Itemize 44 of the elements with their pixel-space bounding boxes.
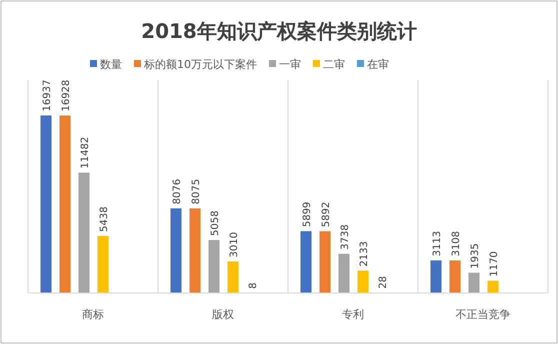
- bar: [338, 254, 350, 293]
- data-label: 1935: [470, 243, 481, 269]
- data-label: 3113: [432, 230, 443, 256]
- bar: [488, 280, 498, 293]
- bar: [208, 240, 220, 293]
- bar: [300, 231, 312, 293]
- bar: [40, 115, 52, 293]
- legend-label: 一审: [279, 58, 301, 71]
- data-label: 16928: [61, 80, 72, 112]
- legend-label: 数量: [100, 58, 122, 71]
- bar: [320, 231, 330, 293]
- x-tick-label: 专利: [342, 308, 364, 321]
- data-label: 3738: [340, 224, 351, 250]
- bar: [190, 208, 200, 293]
- bar: [450, 260, 460, 293]
- bar: [60, 116, 70, 293]
- bar: [228, 261, 238, 293]
- data-label: 3010: [229, 232, 240, 258]
- data-label: 5058: [210, 210, 221, 236]
- x-tick-label: 商标: [82, 308, 104, 321]
- x-tick-label: 版权: [212, 308, 234, 321]
- data-label: 5892: [321, 202, 332, 228]
- bar: [468, 272, 480, 293]
- data-label: 3108: [451, 230, 462, 256]
- data-label: 8076: [172, 178, 183, 204]
- data-label: 5899: [302, 202, 313, 228]
- data-label: 2133: [359, 241, 370, 267]
- x-tick-label: 不正当竞争: [456, 308, 510, 321]
- data-label: 11482: [80, 136, 91, 169]
- bar: [430, 260, 442, 293]
- legend-label: 标的额10万元以下案件: [143, 58, 257, 71]
- legend-label: 二审: [323, 58, 345, 71]
- data-label: 8: [248, 282, 259, 289]
- legend-label: 在审: [367, 58, 389, 71]
- data-label: 8075: [191, 178, 202, 204]
- data-label: 1170: [489, 251, 500, 277]
- bar: [78, 172, 90, 293]
- bar: [98, 236, 108, 293]
- bar: [358, 270, 368, 293]
- chart-title: 2018年知识产权案件类别统计: [141, 19, 417, 43]
- data-label: 16937: [42, 80, 53, 112]
- data-label: 28: [378, 276, 389, 289]
- bar: [170, 208, 182, 293]
- data-label: 5438: [99, 206, 110, 232]
